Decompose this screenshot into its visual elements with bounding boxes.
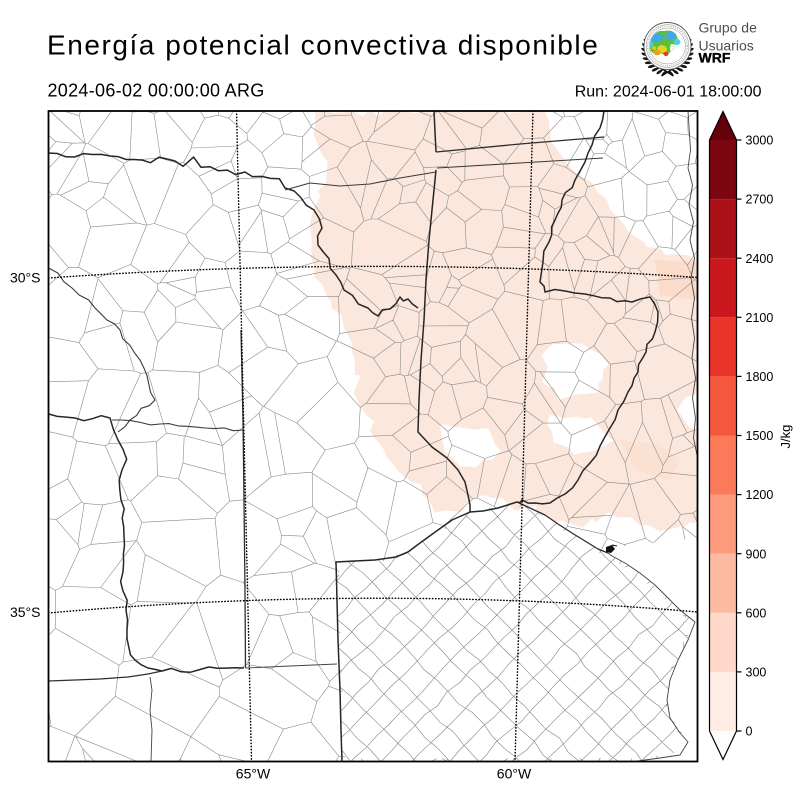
svg-text:1500: 1500: [746, 429, 774, 443]
svg-text:Usuarios: Usuarios: [699, 38, 754, 54]
svg-text:60°W: 60°W: [497, 766, 532, 782]
svg-text:35°S: 35°S: [10, 604, 41, 620]
svg-text:WRF: WRF: [699, 50, 731, 66]
svg-text:0: 0: [746, 725, 753, 739]
svg-text:900: 900: [746, 547, 767, 561]
svg-text:1200: 1200: [746, 488, 774, 502]
svg-text:300: 300: [746, 666, 767, 680]
svg-text:Grupo de: Grupo de: [699, 20, 758, 36]
svg-text:600: 600: [746, 606, 767, 620]
svg-text:2100: 2100: [746, 311, 774, 325]
svg-text:2700: 2700: [746, 193, 774, 207]
svg-text:J/kg: J/kg: [778, 425, 793, 449]
svg-text:Energía potencial convectiva d: Energía potencial convectiva disponible: [47, 30, 599, 61]
svg-text:2400: 2400: [746, 252, 774, 266]
svg-text:65°W: 65°W: [236, 766, 271, 782]
svg-text:Run: 2024-06-01 18:00:00: Run: 2024-06-01 18:00:00: [575, 84, 762, 101]
svg-text:30°S: 30°S: [10, 270, 41, 286]
svg-text:3000: 3000: [746, 134, 774, 148]
svg-text:1800: 1800: [746, 370, 774, 384]
svg-text:2024-06-02 00:00:00 ARG: 2024-06-02 00:00:00 ARG: [48, 81, 265, 101]
